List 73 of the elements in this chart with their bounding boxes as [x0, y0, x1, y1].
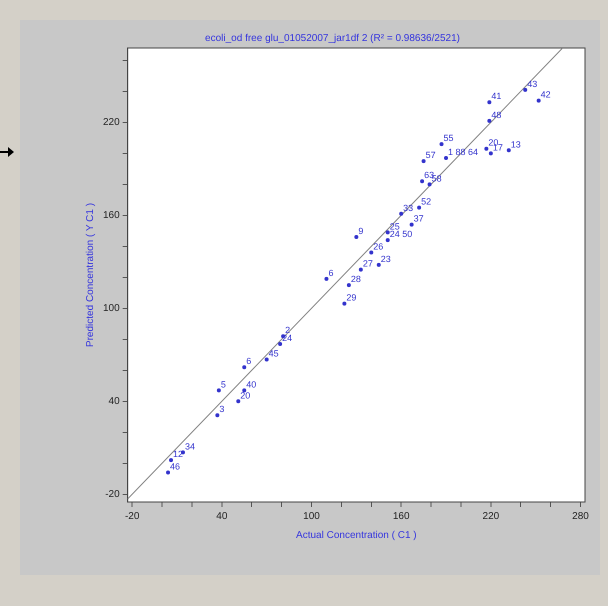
point	[488, 151, 493, 156]
annotation: 13	[510, 139, 521, 150]
x-tick-label: 220	[482, 510, 500, 522]
y-tick-label: 40	[108, 396, 120, 408]
annotation: 28	[350, 274, 361, 284]
point	[417, 206, 422, 210]
point	[358, 268, 363, 272]
point	[264, 357, 269, 362]
point	[440, 142, 444, 146]
x-tick-label: -20	[124, 510, 140, 522]
annotation: 9	[358, 226, 364, 236]
annotation: 52	[421, 196, 432, 207]
annotation: 27	[362, 258, 373, 269]
annotation: 29	[346, 292, 356, 303]
y-axis-title: Predicted Concentration ( Y C1 )	[84, 202, 96, 348]
annotation: 34	[184, 441, 195, 452]
point	[506, 148, 511, 152]
point	[324, 276, 328, 281]
point	[169, 458, 174, 462]
annotation: 6	[328, 268, 334, 278]
annotation: 42	[540, 90, 551, 100]
y-tick-label: -20	[105, 489, 120, 500]
annotation: 55	[444, 133, 454, 144]
annotation: 57	[426, 150, 436, 160]
point	[216, 388, 221, 392]
point	[346, 283, 351, 288]
y-tick-label: 220	[102, 117, 120, 128]
point	[428, 182, 432, 186]
point	[444, 156, 448, 160]
point	[376, 262, 381, 267]
point	[236, 399, 240, 404]
point	[420, 179, 424, 184]
point	[536, 98, 541, 103]
point	[422, 159, 426, 164]
annotation: 43	[527, 78, 538, 89]
point	[278, 342, 282, 346]
annotation: 63	[424, 170, 434, 180]
annotation: 2	[285, 325, 290, 336]
point	[410, 222, 414, 227]
point	[354, 235, 358, 240]
x-tick-label: 160	[392, 510, 410, 522]
x-axis-title: Actual Concentration ( C1 )	[296, 530, 417, 541]
point	[242, 365, 246, 370]
point	[166, 470, 170, 475]
chart-title: ecoli_od free glu_01052007_jar1df 2 (R² = 0.98636/2521)	[205, 32, 460, 44]
point	[342, 302, 346, 306]
annotation: 45	[268, 348, 279, 358]
x-tick-label: 40	[216, 510, 228, 522]
annotation: 25	[390, 221, 400, 232]
point	[523, 88, 528, 92]
point	[386, 238, 390, 242]
x-tick-label: 100	[303, 510, 320, 522]
y-tick-label: 160	[102, 210, 120, 222]
annotation: 20	[240, 390, 250, 400]
annotation: 24 50	[390, 229, 412, 240]
point	[369, 250, 374, 255]
point	[487, 100, 492, 104]
point	[487, 118, 492, 123]
annotation: 41	[491, 91, 502, 102]
annotation: 6	[246, 356, 252, 366]
annotation: 5	[220, 379, 226, 390]
x-tick-label: 280	[572, 510, 590, 522]
annotation: 40	[246, 379, 256, 390]
annotation: 23	[380, 254, 391, 264]
annotation: 3	[219, 404, 224, 414]
point	[399, 212, 404, 216]
annotation: 46	[170, 462, 180, 472]
point	[215, 413, 220, 418]
y-tick-label: 100	[102, 303, 120, 314]
annotation: 37	[414, 214, 424, 224]
point	[484, 146, 488, 151]
annotation: 26	[373, 242, 384, 252]
point	[386, 230, 390, 234]
